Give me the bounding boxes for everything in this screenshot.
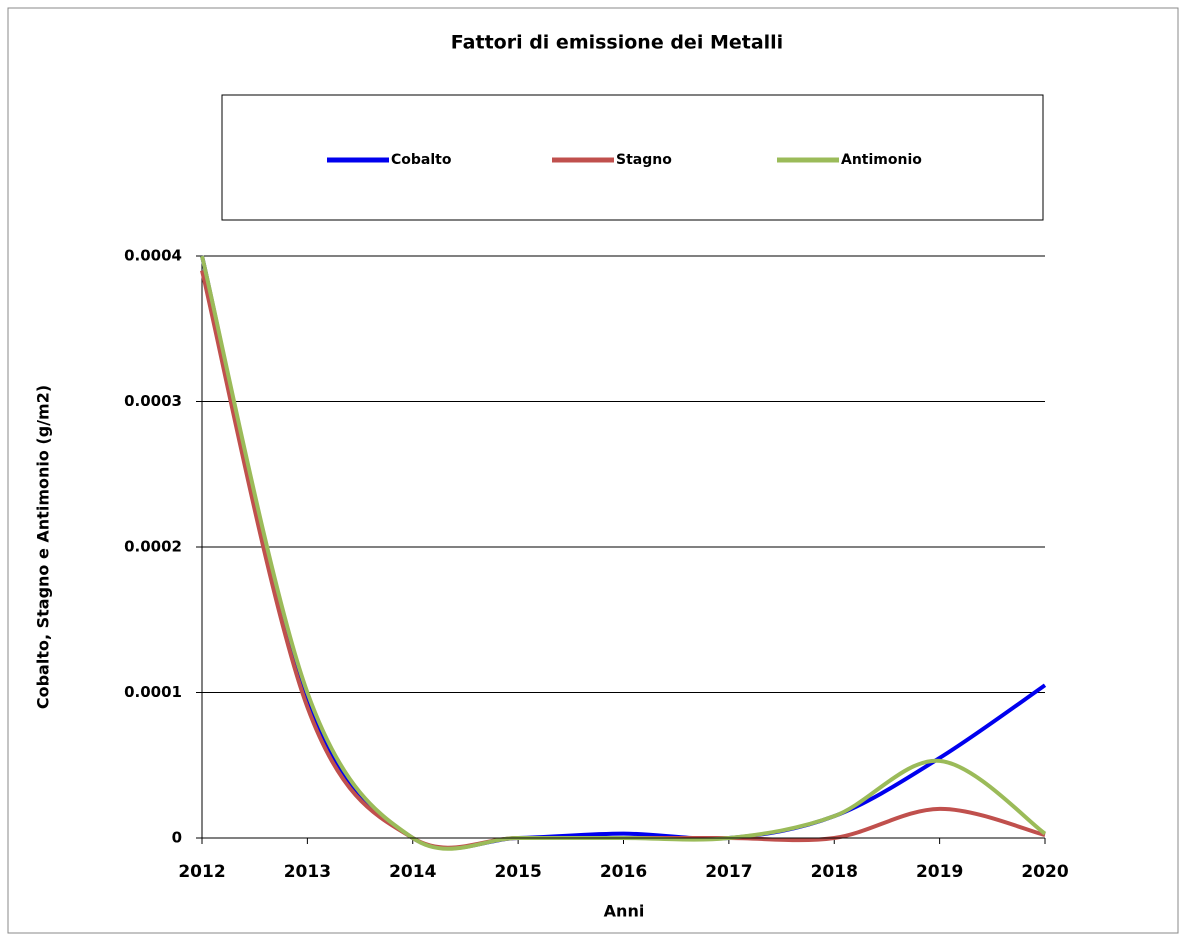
chart-title: Fattori di emissione dei Metalli: [451, 32, 783, 54]
x-tick-label: 2015: [494, 862, 541, 882]
x-tick-label: 2013: [284, 862, 331, 882]
x-tick-label: 2012: [178, 862, 225, 882]
y-tick-label: 0.0001: [124, 683, 182, 701]
legend-label: Cobalto: [391, 152, 452, 168]
y-tick-label: 0.0002: [124, 538, 182, 556]
x-axis-label: Anni: [604, 902, 645, 921]
legend-label: Antimonio: [841, 152, 922, 168]
x-tick-label: 2014: [389, 862, 436, 882]
x-tick-label: 2016: [600, 862, 647, 882]
x-tick-label: 2020: [1021, 862, 1068, 882]
legend-label: Stagno: [616, 152, 672, 168]
y-tick-label: 0.0004: [124, 247, 182, 265]
y-tick-label: 0: [172, 829, 182, 847]
y-axis-label: Cobalto, Stagno e Antimonio (g/m2): [34, 385, 53, 709]
x-tick-label: 2018: [811, 862, 858, 882]
y-tick-label: 0.0003: [124, 392, 182, 410]
x-tick-label: 2019: [916, 862, 963, 882]
x-tick-label: 2017: [705, 862, 752, 882]
